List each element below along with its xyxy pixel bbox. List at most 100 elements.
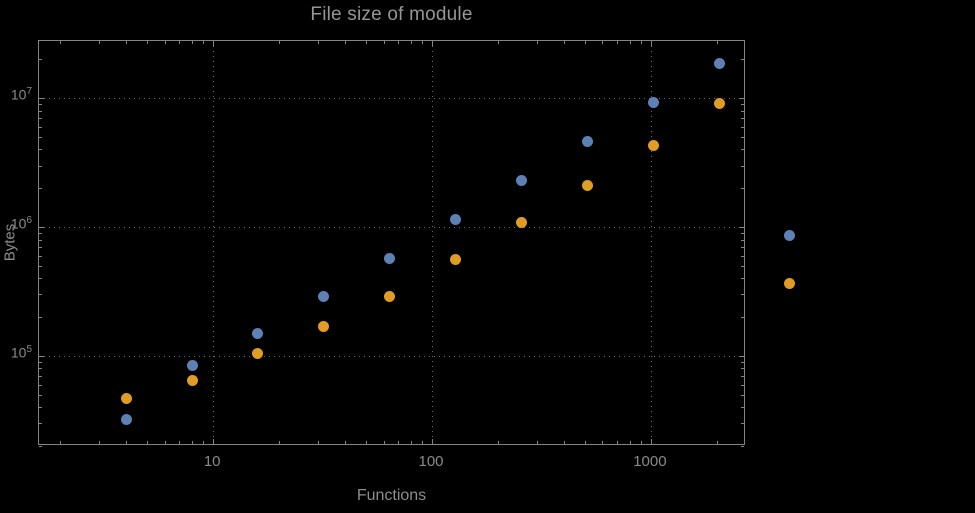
x-tick <box>640 441 642 444</box>
y-tick <box>741 165 744 167</box>
x-tick <box>398 441 400 444</box>
y-tick <box>741 118 744 119</box>
x-tick <box>213 439 215 444</box>
x-tick <box>410 441 412 444</box>
data-point-series-1 <box>252 327 264 339</box>
y-tick <box>741 255 744 257</box>
x-tick <box>383 41 385 44</box>
x-tick <box>497 41 499 44</box>
x-tick <box>585 441 586 444</box>
y-tick <box>741 59 744 61</box>
y-tick-exponent: 5 <box>26 343 32 355</box>
y-tick <box>39 407 42 409</box>
data-point-series-2 <box>318 320 330 332</box>
y-tick <box>741 361 744 363</box>
y-tick <box>39 246 42 248</box>
x-tick-label-1000: 1000 <box>633 453 667 470</box>
y-tick <box>741 446 744 447</box>
x-tick <box>344 41 346 44</box>
y-tick <box>741 136 744 138</box>
y-tick <box>741 294 744 296</box>
x-tick <box>98 441 100 444</box>
y-tick <box>39 118 42 119</box>
x-tick <box>602 41 604 44</box>
y-tick <box>741 423 744 425</box>
x-tick <box>617 441 618 444</box>
y-tick <box>39 103 42 105</box>
x-tick <box>126 41 128 44</box>
y-tick <box>39 149 42 151</box>
plot-area <box>38 40 745 447</box>
data-point-series-2 <box>450 253 461 265</box>
y-tick <box>739 98 744 99</box>
x-tick <box>650 439 652 444</box>
x-tick <box>126 441 128 444</box>
x-tick <box>164 41 166 44</box>
x-tick <box>366 41 368 44</box>
data-point-series-1 <box>186 359 198 371</box>
y-tick <box>741 394 744 396</box>
y-tick <box>741 246 744 248</box>
x-axis-label: Functions <box>356 487 427 504</box>
x-tick <box>716 441 718 444</box>
y-tick <box>39 384 42 386</box>
gridline-y-10e7 <box>39 98 744 99</box>
x-tick <box>629 441 631 444</box>
x-tick-label-100: 100 <box>418 453 444 470</box>
x-tick <box>179 441 181 444</box>
y-tick <box>39 98 44 99</box>
y-tick <box>39 278 42 280</box>
y-tick <box>39 423 42 425</box>
gridline-y-10e5 <box>39 355 744 357</box>
x-tick <box>422 441 423 444</box>
x-tick <box>398 41 400 44</box>
data-point-series-2 <box>186 374 198 386</box>
data-point-series-1 <box>318 290 330 302</box>
x-tick <box>602 441 604 444</box>
y-tick <box>741 278 744 280</box>
data-point-series-2 <box>252 347 264 359</box>
chart-title: File size of module <box>310 4 473 25</box>
x-tick <box>344 441 346 444</box>
gridline-x-10 <box>213 41 215 444</box>
y-tick <box>39 368 42 370</box>
x-tick <box>203 441 205 444</box>
y-tick <box>39 239 42 241</box>
y-tick <box>741 149 744 151</box>
y-tick-exponent: 6 <box>26 215 32 226</box>
y-tick <box>39 255 42 257</box>
x-tick <box>60 41 62 44</box>
y-tick <box>741 375 744 377</box>
x-tick <box>650 41 652 46</box>
x-tick <box>366 441 368 444</box>
y-tick <box>39 394 42 396</box>
y-tick-exponent: 7 <box>26 86 32 97</box>
data-point-series-1 <box>515 174 527 186</box>
x-tick <box>60 441 62 444</box>
x-tick <box>585 41 586 44</box>
x-tick <box>213 41 215 46</box>
y-tick <box>741 384 744 386</box>
y-tick <box>39 446 42 447</box>
y-tick <box>741 110 744 112</box>
y-tick-label-10e5: 105 <box>10 343 32 361</box>
y-tick <box>741 239 744 241</box>
data-point-series-2 <box>515 217 527 229</box>
data-point-series-1 <box>384 252 396 264</box>
y-tick <box>741 103 744 105</box>
data-point-series-1 <box>120 414 132 426</box>
x-tick <box>279 41 281 44</box>
x-tick <box>147 441 149 444</box>
x-tick <box>317 441 319 444</box>
x-tick <box>640 41 642 44</box>
y-tick <box>741 232 744 234</box>
data-point-series-1 <box>647 97 659 109</box>
x-tick <box>192 41 193 44</box>
x-tick <box>179 41 181 44</box>
x-tick <box>432 439 433 444</box>
y-tick <box>739 227 744 228</box>
y-tick <box>741 126 744 128</box>
x-tick <box>432 41 433 46</box>
x-tick <box>410 41 412 44</box>
